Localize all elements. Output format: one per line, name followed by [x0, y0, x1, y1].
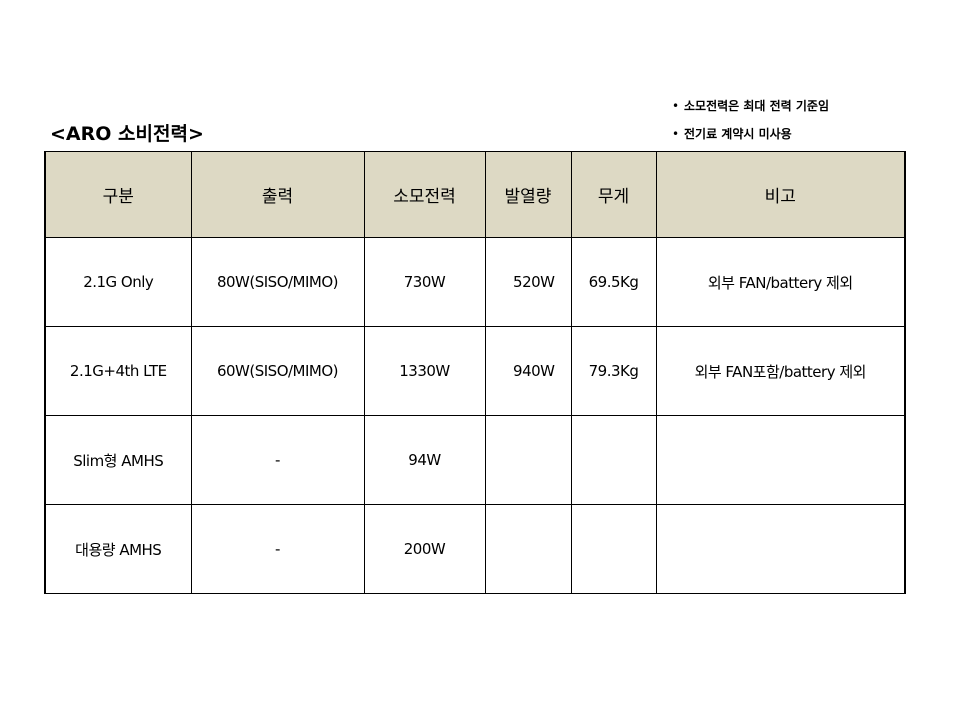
- cell-power-consumption: 94W: [363, 415, 486, 505]
- cell-remarks: 외부 FAN포함/battery 제외: [655, 326, 906, 416]
- table-row: Slim형 AMHS - 94W: [44, 415, 906, 505]
- cell-weight: [570, 504, 657, 594]
- table-row: 2.1G+4th LTE 60W(SISO/MIMO) 1330W 940W 7…: [44, 326, 906, 416]
- power-consumption-table: 구분 출력 소모전력 발열량 무게 비고 2.1G Only 80W(SISO/…: [44, 151, 906, 594]
- cell-category: 대용량 AMHS: [44, 504, 192, 594]
- cell-power-consumption: 200W: [363, 504, 486, 594]
- cell-category: Slim형 AMHS: [44, 415, 192, 505]
- page-title: <ARO 소비전력>: [50, 123, 204, 145]
- header-power-consumption: 소모전력: [363, 151, 486, 238]
- cell-weight: [570, 415, 657, 505]
- cell-output: -: [190, 415, 365, 505]
- header-output: 출력: [190, 151, 365, 238]
- cell-heat-output: [484, 415, 572, 505]
- note-item: • 전기료 계약시 미사용: [672, 120, 829, 148]
- cell-heat-output: 520W: [484, 237, 572, 327]
- cell-weight: 69.5Kg: [570, 237, 657, 327]
- cell-power-consumption: 730W: [363, 237, 486, 327]
- cell-output: -: [190, 504, 365, 594]
- header-heat-output: 발열량: [484, 151, 572, 238]
- cell-category: 2.1G+4th LTE: [44, 326, 192, 416]
- cell-remarks: 외부 FAN/battery 제외: [655, 237, 906, 327]
- header-category: 구분: [44, 151, 192, 238]
- table-row: 2.1G Only 80W(SISO/MIMO) 730W 520W 69.5K…: [44, 237, 906, 327]
- cell-power-consumption: 1330W: [363, 326, 486, 416]
- cell-remarks: [655, 504, 906, 594]
- cell-heat-output: [484, 504, 572, 594]
- cell-category: 2.1G Only: [44, 237, 192, 327]
- table-row: 대용량 AMHS - 200W: [44, 504, 906, 594]
- bullet-icon: •: [672, 127, 680, 141]
- cell-remarks: [655, 415, 906, 505]
- cell-heat-output: 940W: [484, 326, 572, 416]
- header-remarks: 비고: [655, 151, 906, 238]
- note-text: 전기료 계약시 미사용: [684, 127, 792, 141]
- cell-output: 60W(SISO/MIMO): [190, 326, 365, 416]
- note-text: 소모전력은 최대 전력 기준임: [684, 99, 830, 113]
- cell-weight: 79.3Kg: [570, 326, 657, 416]
- table-header-row: 구분 출력 소모전력 발열량 무게 비고: [44, 151, 906, 238]
- note-item: • 소모전력은 최대 전력 기준임: [672, 92, 829, 120]
- bullet-icon: •: [672, 99, 680, 113]
- notes-list: • 소모전력은 최대 전력 기준임 • 전기료 계약시 미사용: [672, 92, 829, 148]
- header-weight: 무게: [570, 151, 657, 238]
- cell-output: 80W(SISO/MIMO): [190, 237, 365, 327]
